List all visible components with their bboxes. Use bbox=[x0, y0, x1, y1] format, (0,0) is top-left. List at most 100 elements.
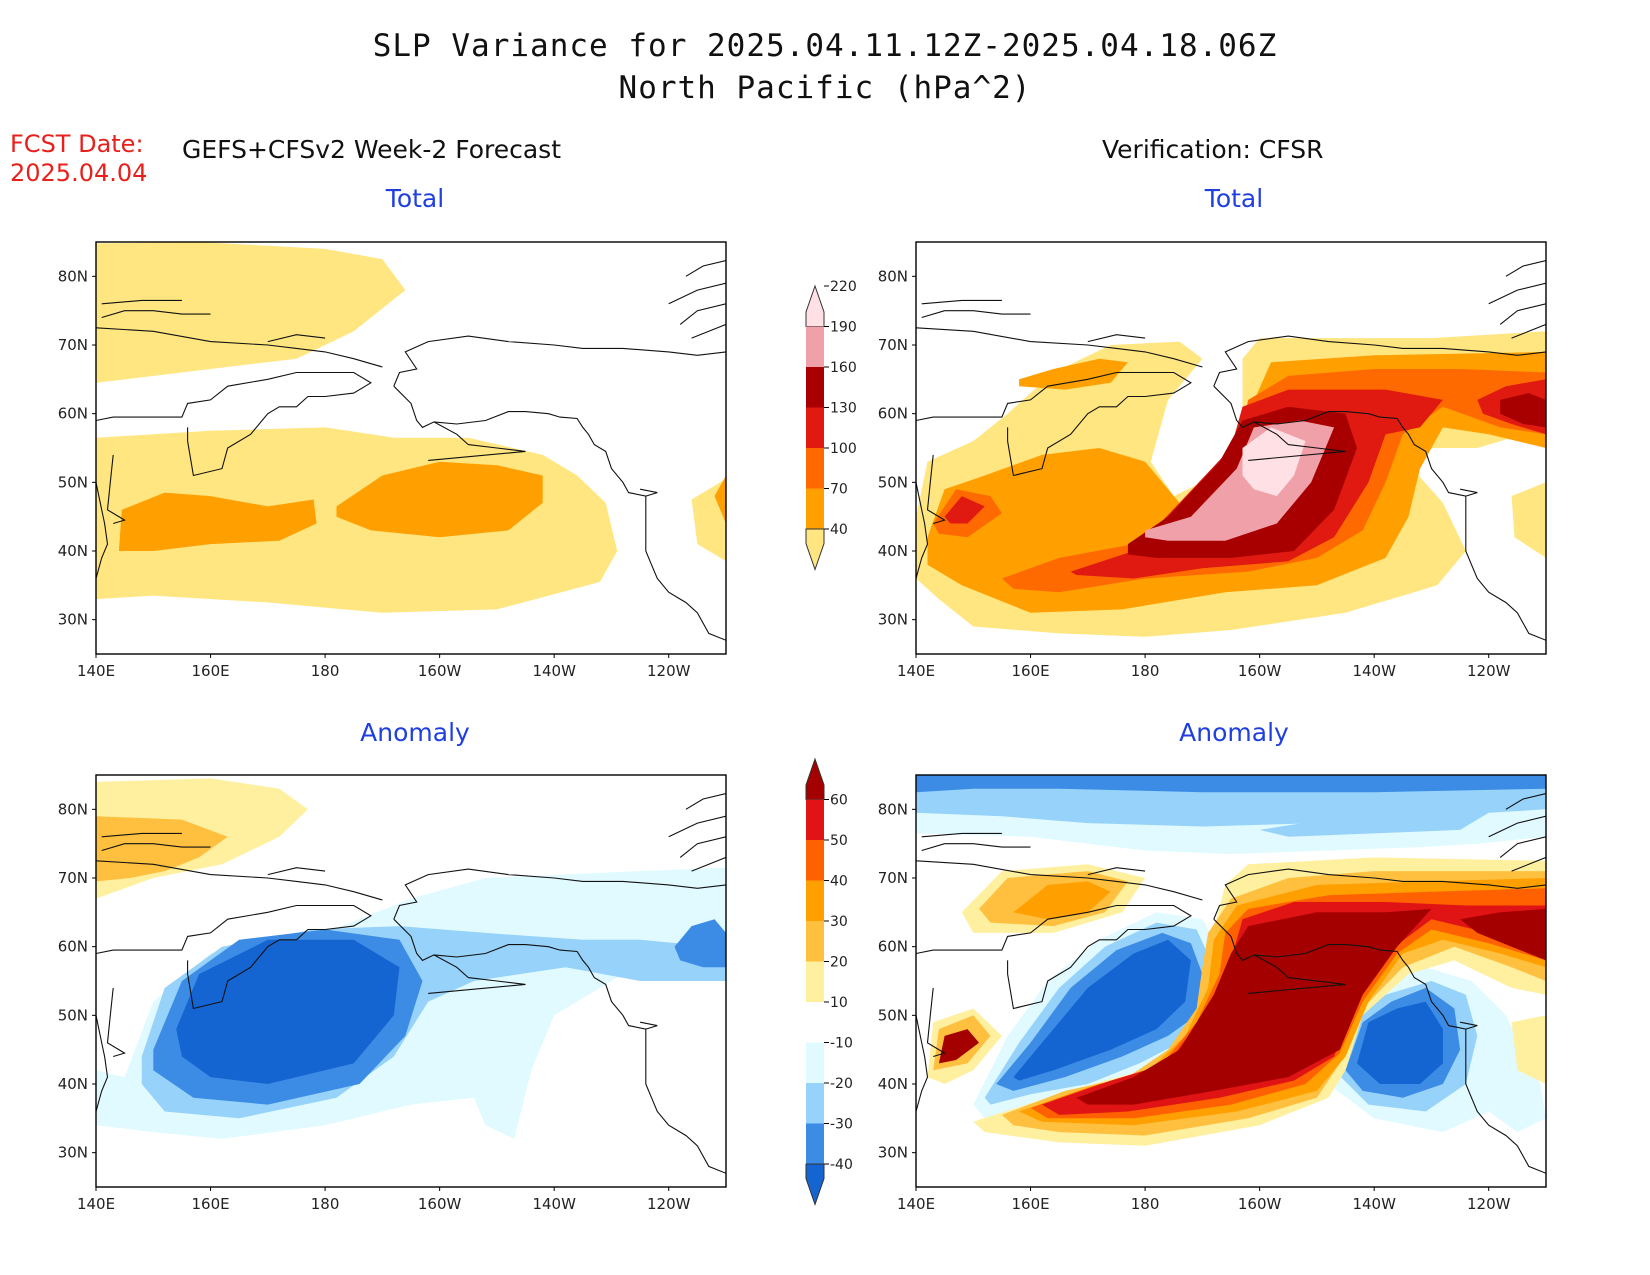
lon-tick-label: 120W bbox=[647, 662, 691, 677]
coastline bbox=[101, 310, 211, 319]
lat-tick-label: 70N bbox=[878, 336, 908, 354]
coastline bbox=[926, 454, 946, 525]
chart-title: SLP Variance for 2025.04.11.12Z-2025.04.… bbox=[372, 28, 1278, 64]
coastline bbox=[1511, 323, 1546, 339]
lat-tick-label: 70N bbox=[58, 336, 88, 354]
contour--40 bbox=[1357, 1001, 1443, 1084]
colorbar-tick-label: 30 bbox=[830, 914, 848, 930]
lat-tick-label: 40N bbox=[878, 1075, 908, 1093]
colorbar-swatch bbox=[805, 1163, 825, 1207]
lat-tick-label: 30N bbox=[878, 1144, 908, 1162]
coastline bbox=[916, 904, 1192, 1010]
lat-tick-label: 40N bbox=[58, 1075, 88, 1093]
colorbar-swatch bbox=[806, 1002, 824, 1043]
contour-30 bbox=[1013, 881, 1111, 920]
contour-70 bbox=[1019, 358, 1128, 390]
verification-total-title: Total bbox=[1204, 184, 1264, 213]
contour-60 bbox=[1076, 908, 1432, 1105]
lat-tick-label: 30N bbox=[878, 611, 908, 629]
colorbar-tick-label: 220 bbox=[830, 279, 857, 295]
lat-tick-label: 60N bbox=[58, 405, 88, 423]
forecast-anomaly-map: 80N 70N 60N 50N 40N 30N 140E 160E 180 160W 140W 120… bbox=[58, 774, 727, 1210]
colorbar-swatch bbox=[806, 1083, 824, 1124]
colorbar-tick-label: 160 bbox=[830, 360, 857, 376]
coastline bbox=[1213, 385, 1546, 641]
coastline bbox=[921, 832, 1002, 838]
coastline bbox=[393, 335, 726, 387]
colorbar-tick-label: 40 bbox=[830, 522, 848, 538]
coastline bbox=[1087, 334, 1146, 343]
lat-tick-label: 60N bbox=[878, 938, 908, 956]
colorbar-swatch bbox=[806, 367, 824, 408]
lon-tick-label: 160W bbox=[418, 662, 462, 677]
colorbar-tick-label: 40 bbox=[830, 874, 848, 890]
coastline bbox=[916, 482, 929, 579]
contour--30 bbox=[674, 919, 726, 968]
lon-tick-label: 160E bbox=[1011, 1195, 1049, 1210]
coastline bbox=[1505, 792, 1546, 810]
verification-column-title: Verification: CFSR bbox=[1102, 135, 1324, 164]
lon-tick-label: 140W bbox=[532, 1195, 576, 1210]
anomaly-colorbar: -40 -30 -20 -10 10 20 30 40 50 60 bbox=[805, 757, 853, 1207]
colorbar-swatch bbox=[805, 757, 825, 800]
forecast-total-title: Total bbox=[385, 184, 445, 213]
lon-tick-label: 160E bbox=[191, 662, 229, 677]
coastline bbox=[691, 323, 726, 339]
coastline bbox=[106, 987, 126, 1058]
coastline bbox=[96, 904, 372, 1010]
lon-tick-label: 120W bbox=[1467, 662, 1511, 677]
lon-tick-label: 140E bbox=[77, 662, 115, 677]
lat-tick-label: 40N bbox=[58, 542, 88, 560]
lat-tick-label: 80N bbox=[878, 267, 908, 285]
contour--40 bbox=[176, 939, 400, 1084]
lon-tick-label: 180 bbox=[311, 662, 340, 677]
colorbar-tick-label: 60 bbox=[830, 793, 848, 809]
map-frame bbox=[915, 774, 1547, 1188]
coastline bbox=[916, 1015, 929, 1112]
contour-160 bbox=[1500, 393, 1546, 428]
coastline bbox=[1499, 303, 1546, 325]
contour--40 bbox=[1013, 939, 1191, 1081]
colorbar-tick-label: -20 bbox=[830, 1076, 853, 1092]
colorbar-tick-label: -30 bbox=[830, 1117, 853, 1133]
coastline bbox=[639, 488, 658, 497]
colorbar-swatch bbox=[806, 448, 824, 489]
coastline bbox=[1213, 918, 1546, 1174]
colorbar-tick-label: 50 bbox=[830, 833, 848, 849]
coastline bbox=[668, 815, 726, 838]
lat-tick-label: 50N bbox=[58, 1006, 88, 1024]
forecast-column-title: GEFS+CFSv2 Week-2 Forecast bbox=[182, 135, 561, 164]
verification-anomaly-map: 80N 70N 60N 50N 40N 30N 140E 160E 180 160W 140W 120… bbox=[878, 774, 1547, 1210]
colorbar-swatch bbox=[806, 407, 824, 448]
coastline bbox=[921, 299, 1002, 305]
coastline bbox=[916, 860, 1203, 901]
contour-60 bbox=[1460, 908, 1546, 961]
contour-60 bbox=[938, 1029, 979, 1064]
lat-tick-label: 60N bbox=[878, 405, 908, 423]
coastline bbox=[428, 954, 526, 994]
forecast-total-map: 80N 70N 60N 50N 40N 30N 140E 160E 180 160W 140W 120… bbox=[58, 241, 727, 677]
coastline bbox=[1511, 856, 1546, 872]
coastline bbox=[1213, 335, 1546, 387]
coastline bbox=[679, 303, 726, 325]
coastline bbox=[1499, 836, 1546, 858]
colorbar-tick-label: -40 bbox=[830, 1157, 853, 1173]
contour-70 bbox=[714, 475, 726, 524]
contour-20 bbox=[96, 816, 228, 882]
lon-tick-label: 160W bbox=[1238, 662, 1282, 677]
colorbar-swatch bbox=[806, 961, 824, 1002]
coastline bbox=[668, 282, 726, 305]
coastline bbox=[1488, 282, 1546, 305]
lat-tick-label: 80N bbox=[878, 800, 908, 818]
contour-40 bbox=[96, 242, 406, 383]
lon-tick-label: 140W bbox=[1352, 662, 1396, 677]
coastline bbox=[428, 421, 526, 461]
coastline bbox=[267, 867, 326, 876]
coastline bbox=[96, 1015, 109, 1112]
coastline bbox=[393, 385, 726, 641]
lon-tick-label: 160W bbox=[418, 1195, 462, 1210]
lon-tick-label: 140W bbox=[532, 662, 576, 677]
contour--20 bbox=[1259, 809, 1489, 837]
coastline bbox=[916, 371, 1192, 477]
lon-tick-label: 160E bbox=[1011, 662, 1049, 677]
